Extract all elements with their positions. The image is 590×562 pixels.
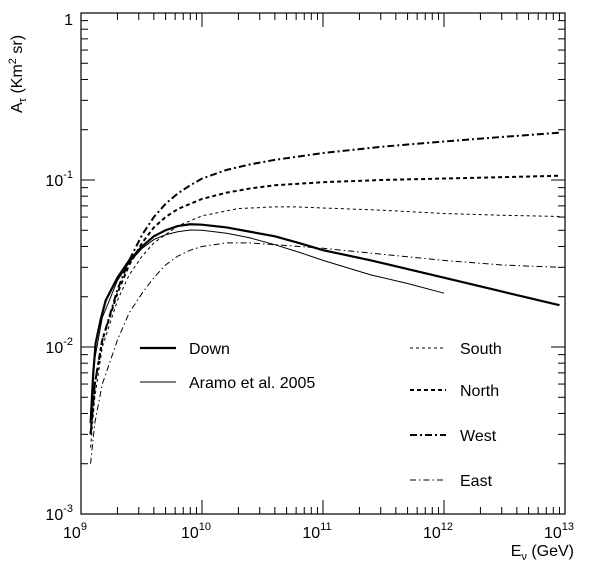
series-line-3 <box>90 206 560 448</box>
legend-label-2: Aramo et al. 2005 <box>189 375 315 392</box>
tick-label-layer: 109 1010 1011 1012 1013 10-3 10-2 10-1 1 <box>45 12 574 542</box>
x-tick-label: 1010 <box>181 521 211 542</box>
series-line-6 <box>90 242 560 464</box>
legend-label-4: North <box>460 383 499 400</box>
ticks-layer <box>80 13 565 515</box>
y-tick-label: 10-1 <box>45 169 73 190</box>
legend: Down Aramo et al. 2005 South North West East <box>140 341 502 490</box>
y-tick-label: 1 <box>64 12 73 29</box>
x-tick-label: 1013 <box>544 521 574 542</box>
series-line-2 <box>90 229 445 414</box>
legend-label-1: Down <box>189 341 230 358</box>
plot-frame <box>80 12 566 515</box>
series-layer <box>89 131 560 464</box>
legend-label-6: East <box>460 473 493 490</box>
y-tick-label: 10-2 <box>45 336 73 357</box>
x-tick-label: 1011 <box>302 521 331 542</box>
x-tick-label: 109 <box>63 521 87 542</box>
x-tick-label: 1012 <box>423 521 453 542</box>
series-line-1 <box>89 223 560 424</box>
y-tick-label: 10-3 <box>45 503 73 524</box>
legend-label-5: West <box>460 428 497 445</box>
y-axis-title: Aτ (Km2 sr) <box>7 35 29 113</box>
x-axis-title: Eν (GeV) <box>511 543 574 562</box>
legend-label-3: South <box>460 341 502 358</box>
